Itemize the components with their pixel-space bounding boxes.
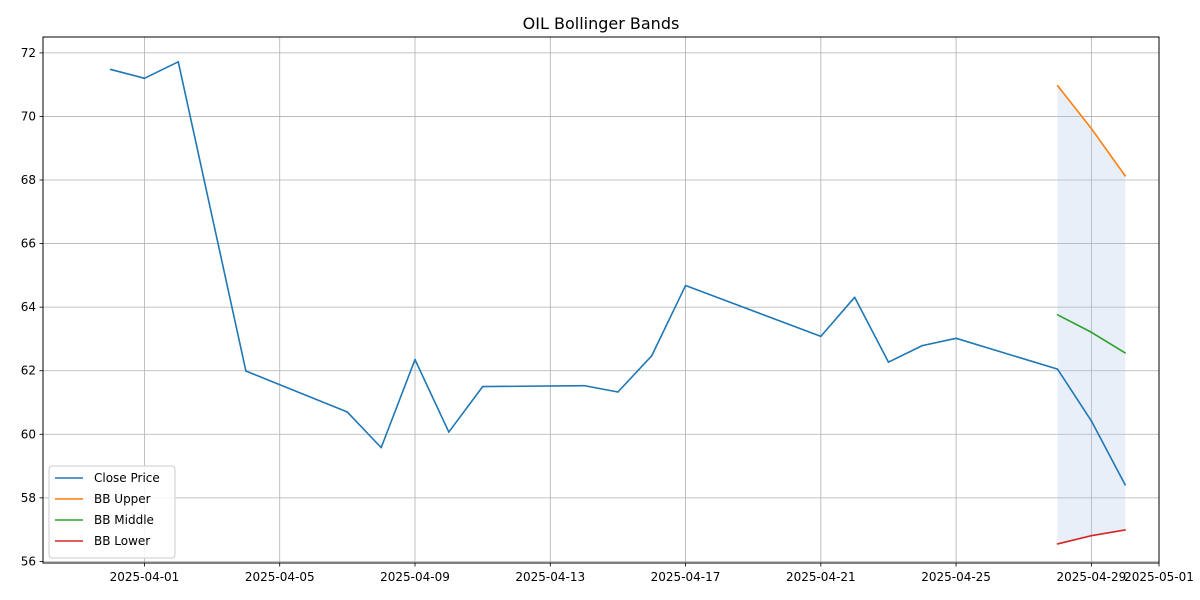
x-tick-label: 2025-04-17 <box>651 570 721 584</box>
legend-entry: Close Price <box>55 471 160 485</box>
data-point <box>1056 368 1059 370</box>
data-point <box>583 384 585 387</box>
legend-entry: BB Lower <box>55 534 150 548</box>
data-point <box>887 361 890 363</box>
y-tick-label: 70 <box>21 109 36 123</box>
legend-label: BB Middle <box>94 513 154 527</box>
y-tick-label: 68 <box>21 173 36 187</box>
x-tick-label: 2025-04-25 <box>921 570 991 584</box>
data-point <box>380 446 382 449</box>
data-point <box>617 391 619 393</box>
y-tick-label: 66 <box>21 237 36 251</box>
series-bb-lower <box>1056 529 1126 545</box>
data-point <box>684 284 687 287</box>
x-tick-label: 2025-04-01 <box>110 570 180 584</box>
y-tick-label: 58 <box>21 491 36 505</box>
y-tick-label: 56 <box>21 554 36 568</box>
x-tick-label: 2025-04-29 <box>1056 570 1126 584</box>
y-tick-label: 60 <box>21 427 36 441</box>
legend-label: BB Upper <box>94 492 151 506</box>
data-point <box>1124 484 1126 486</box>
data-point <box>1124 529 1126 531</box>
data-point <box>1090 331 1093 334</box>
y-tick-label: 62 <box>21 364 36 378</box>
bollinger-band-fill <box>1057 85 1126 544</box>
data-point <box>820 335 822 338</box>
legend-label: Close Price <box>94 471 160 485</box>
data-point <box>1056 543 1059 545</box>
data-point <box>1056 84 1059 87</box>
data-point <box>955 337 957 340</box>
legend-entry: BB Upper <box>55 492 151 506</box>
y-axis: 56 58 60 62 64 66 68 70 72 <box>21 46 43 568</box>
x-tick-label: 2025-04-05 <box>245 570 315 584</box>
data-point <box>481 385 484 388</box>
legend-label: BB Lower <box>94 534 150 548</box>
y-tick-label: 64 <box>21 300 36 314</box>
x-tick-label: 2025-04-09 <box>380 570 450 584</box>
series-bb-upper <box>1056 84 1126 177</box>
data-point <box>109 68 112 71</box>
data-point <box>853 296 856 299</box>
data-point <box>177 60 180 63</box>
y-tick-label: 72 <box>21 46 36 60</box>
chart-title: OIL Bollinger Bands <box>523 14 680 33</box>
band-fill-area <box>1057 85 1126 544</box>
legend-box <box>48 465 176 559</box>
data-point <box>650 354 653 357</box>
data-point <box>448 431 450 433</box>
series-lines <box>109 60 1126 545</box>
series-close-price <box>109 60 1126 486</box>
data-point <box>921 344 924 347</box>
plot-frame <box>42 36 1160 564</box>
legend-entry: BB Middle <box>55 513 154 527</box>
data-point <box>245 370 247 372</box>
data-point <box>414 358 416 361</box>
legend: Close Price BB Upper BB Middle BB Lower <box>48 465 176 559</box>
x-tick-label: 2025-04-13 <box>515 570 585 584</box>
data-point <box>346 411 349 413</box>
x-axis: 2025-04-01 2025-04-05 2025-04-09 2025-04-13… <box>110 563 1194 584</box>
grid-lines <box>43 37 1160 563</box>
data-point <box>1090 127 1093 130</box>
series-bb-middle <box>1056 313 1126 354</box>
data-point <box>143 77 146 80</box>
data-point <box>1090 534 1093 537</box>
x-tick-label: 2025-05-01 <box>1124 570 1194 584</box>
data-point <box>1124 175 1126 177</box>
data-point <box>1124 352 1126 354</box>
data-point <box>1056 313 1059 316</box>
x-tick-label: 2025-04-21 <box>786 570 856 584</box>
data-point <box>1090 420 1093 422</box>
